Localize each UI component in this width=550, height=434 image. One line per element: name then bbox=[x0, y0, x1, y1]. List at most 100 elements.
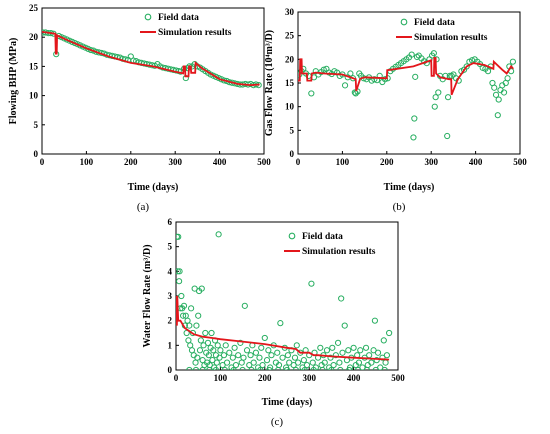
field-data-point bbox=[337, 366, 344, 370]
legend-field-marker bbox=[144, 13, 152, 21]
field-data-point bbox=[371, 76, 378, 83]
y-tick-label: 15 bbox=[285, 78, 295, 88]
field-data-point bbox=[491, 84, 498, 91]
y-tick-label: 15 bbox=[29, 61, 39, 71]
y-tick-label: 3 bbox=[168, 291, 173, 301]
plot-area bbox=[176, 231, 393, 370]
x-tick-label: 100 bbox=[80, 157, 94, 167]
x-tick-label: 0 bbox=[40, 157, 45, 167]
y-tick-label: 30 bbox=[285, 7, 295, 17]
legend-field-label: Field data bbox=[158, 13, 199, 23]
field-data-point bbox=[283, 366, 291, 370]
field-data-point bbox=[463, 63, 470, 70]
field-data-point bbox=[232, 361, 240, 369]
field-data-point bbox=[176, 233, 182, 240]
field-data-point bbox=[347, 70, 354, 77]
field-data-point bbox=[339, 349, 346, 356]
x-tick-label: 300 bbox=[302, 373, 316, 383]
field-data-point bbox=[504, 75, 511, 82]
y-tick-label: 5 bbox=[290, 125, 295, 135]
field-data-point bbox=[410, 134, 417, 141]
field-data-point bbox=[243, 347, 251, 354]
field-data-point bbox=[247, 352, 254, 359]
field-data-point bbox=[435, 89, 442, 96]
series-field-data bbox=[42, 29, 262, 89]
x-tick-label: 100 bbox=[214, 373, 228, 383]
field-data-point bbox=[241, 302, 248, 309]
chart-panel-c: 0 100 200 300 400 500 0 1 2 3 4 5 6 Time (days) Water … bbox=[142, 217, 405, 428]
legend-field-label: Field data bbox=[414, 18, 455, 28]
field-data-point bbox=[495, 96, 502, 103]
field-data-point bbox=[240, 354, 247, 361]
field-data-point bbox=[308, 90, 315, 97]
field-data-point bbox=[261, 334, 268, 342]
field-data-point bbox=[319, 366, 326, 370]
field-data-point bbox=[183, 329, 190, 337]
field-data-point bbox=[222, 342, 229, 349]
x-axis-label: Time (days) bbox=[128, 182, 179, 193]
y-tick-label: 4 bbox=[168, 266, 173, 276]
legend-field-marker bbox=[400, 18, 408, 26]
field-data-point bbox=[368, 359, 375, 366]
field-data-point bbox=[341, 82, 349, 89]
field-data-point bbox=[229, 354, 236, 361]
y-tick-label: 10 bbox=[29, 91, 39, 101]
field-data-point bbox=[192, 359, 199, 366]
field-data-point bbox=[484, 68, 492, 75]
field-data-point bbox=[187, 305, 195, 312]
x-tick-label: 400 bbox=[469, 157, 483, 167]
x-tick-label: 100 bbox=[336, 157, 350, 167]
x-tick-label: 300 bbox=[424, 157, 438, 167]
field-data-point bbox=[208, 329, 215, 337]
field-data-point bbox=[332, 352, 339, 359]
field-data-point bbox=[295, 359, 302, 366]
field-data-point bbox=[237, 339, 244, 346]
y-tick-label: 25 bbox=[285, 31, 295, 41]
field-data-point bbox=[215, 231, 222, 238]
field-data-point bbox=[187, 342, 194, 349]
panel-label: (b) bbox=[393, 201, 406, 213]
field-data-point bbox=[323, 347, 331, 354]
field-data-point bbox=[275, 366, 282, 370]
field-data-point bbox=[256, 354, 263, 361]
y-tick-label: 20 bbox=[285, 54, 295, 64]
field-data-point bbox=[432, 94, 439, 101]
field-data-point bbox=[383, 352, 390, 359]
field-data-point bbox=[268, 352, 275, 359]
field-data-point bbox=[408, 51, 415, 58]
x-tick-label: 200 bbox=[258, 373, 272, 383]
field-data-point bbox=[274, 349, 281, 356]
simulation-line bbox=[42, 31, 260, 87]
plot-area bbox=[42, 29, 262, 89]
field-data-point bbox=[500, 89, 508, 96]
field-data-point bbox=[380, 337, 387, 344]
field-data-point bbox=[321, 359, 328, 366]
field-data-point bbox=[310, 366, 317, 370]
field-data-point bbox=[189, 329, 196, 337]
field-data-point bbox=[192, 366, 200, 370]
field-data-point bbox=[252, 349, 260, 356]
field-data-point bbox=[248, 366, 255, 370]
field-data-point bbox=[374, 349, 382, 356]
field-data-point bbox=[309, 359, 316, 366]
x-tick-label: 200 bbox=[124, 157, 138, 167]
x-axis-label: Time (days) bbox=[262, 397, 313, 408]
field-data-point bbox=[186, 322, 193, 329]
field-data-point bbox=[341, 322, 348, 329]
legend: Field data Simulation results bbox=[140, 13, 232, 38]
x-tick-label: 400 bbox=[213, 157, 227, 167]
field-data-point bbox=[330, 361, 337, 369]
field-data-point bbox=[291, 354, 299, 361]
legend-field-label: Field data bbox=[302, 232, 343, 242]
field-data-point bbox=[196, 347, 204, 354]
field-data-point bbox=[176, 278, 183, 285]
y-tick-label: 20 bbox=[29, 32, 39, 42]
field-data-point bbox=[263, 357, 271, 364]
field-data-point bbox=[185, 337, 192, 344]
field-data-point bbox=[213, 359, 220, 366]
field-data-point bbox=[217, 347, 224, 354]
field-data-point bbox=[292, 366, 299, 370]
x-tick-label: 500 bbox=[513, 157, 527, 167]
field-data-point bbox=[210, 347, 217, 354]
